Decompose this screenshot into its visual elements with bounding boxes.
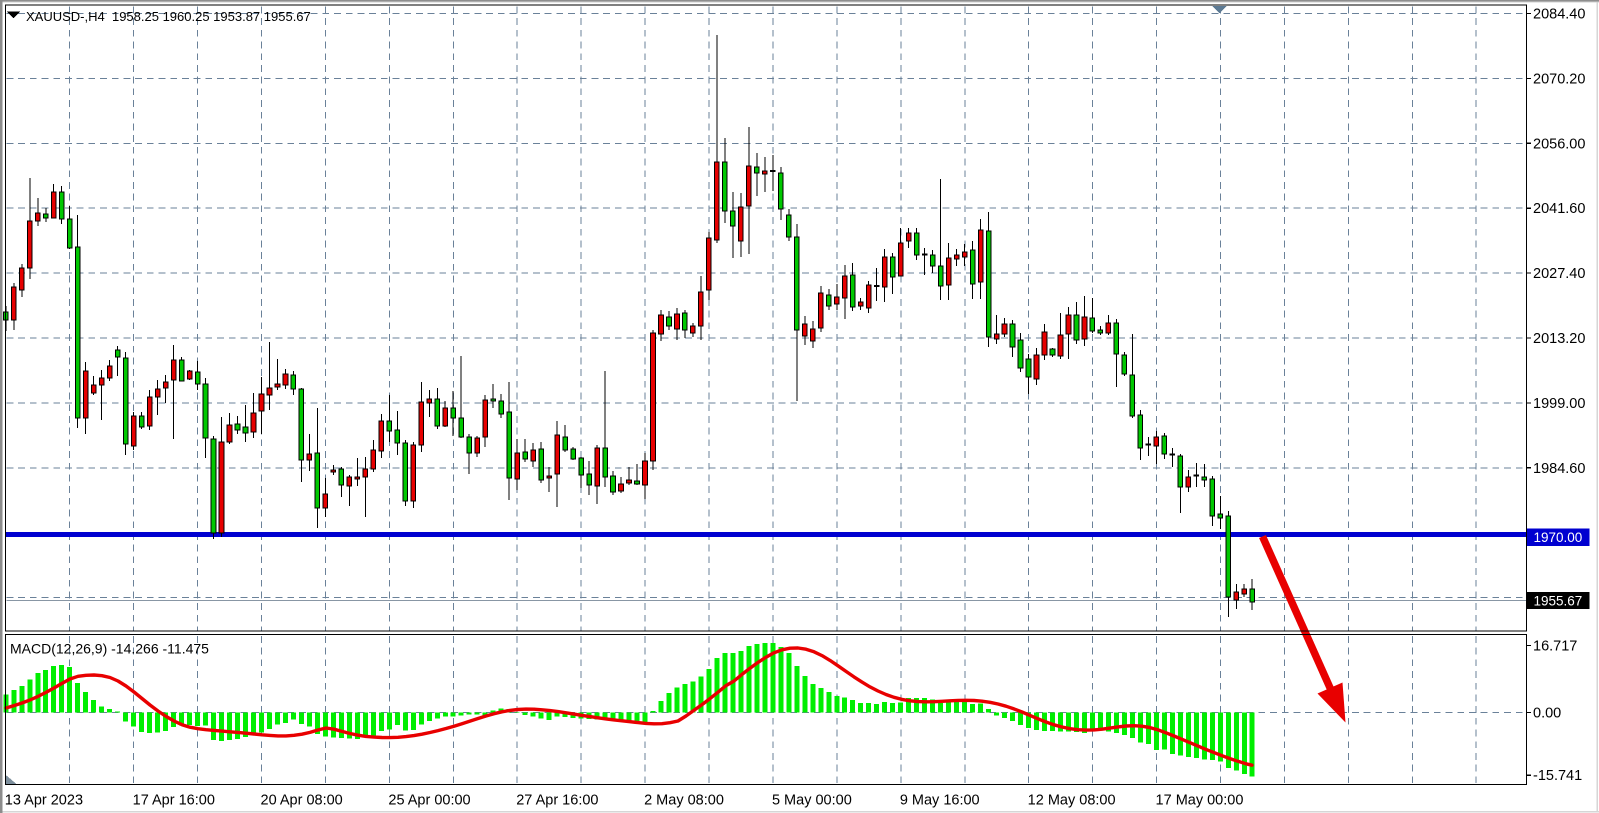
svg-text:17 Apr 16:00: 17 Apr 16:00 [133,793,215,809]
svg-text:MACD(12,26,9) -14.266 -11.475: MACD(12,26,9) -14.266 -11.475 [10,641,209,657]
svg-text:2027.40: 2027.40 [1533,266,1585,282]
svg-text:0.00: 0.00 [1533,706,1561,722]
svg-text:5 May 00:00: 5 May 00:00 [772,793,852,809]
svg-text:13 Apr 2023: 13 Apr 2023 [5,793,83,809]
svg-text:12 May 08:00: 12 May 08:00 [1028,793,1116,809]
svg-text:2 May 08:00: 2 May 08:00 [644,793,724,809]
svg-text:2070.20: 2070.20 [1533,71,1585,87]
svg-text:1955.67: 1955.67 [1534,594,1583,609]
svg-text:9 May 16:00: 9 May 16:00 [900,793,980,809]
svg-text:2013.20: 2013.20 [1533,331,1585,347]
svg-text:20 Apr 08:00: 20 Apr 08:00 [261,793,343,809]
svg-text:1970.00: 1970.00 [1534,530,1583,545]
svg-text:2041.60: 2041.60 [1533,201,1585,217]
svg-text:17 May 00:00: 17 May 00:00 [1156,793,1244,809]
svg-text:2084.40: 2084.40 [1533,7,1585,23]
svg-text:2056.00: 2056.00 [1533,136,1585,152]
svg-text:25 Apr 00:00: 25 Apr 00:00 [388,793,470,809]
svg-text:16.717: 16.717 [1533,639,1577,655]
svg-text:1984.60: 1984.60 [1533,461,1585,477]
svg-text:-15.741: -15.741 [1533,768,1582,784]
svg-text:1999.00: 1999.00 [1533,396,1585,412]
svg-text:XAUUSD-,H4 1958.25 1960.25 19: XAUUSD-,H4 1958.25 1960.25 1953.87 1955.… [26,9,311,24]
svg-text:27 Apr 16:00: 27 Apr 16:00 [516,793,598,809]
